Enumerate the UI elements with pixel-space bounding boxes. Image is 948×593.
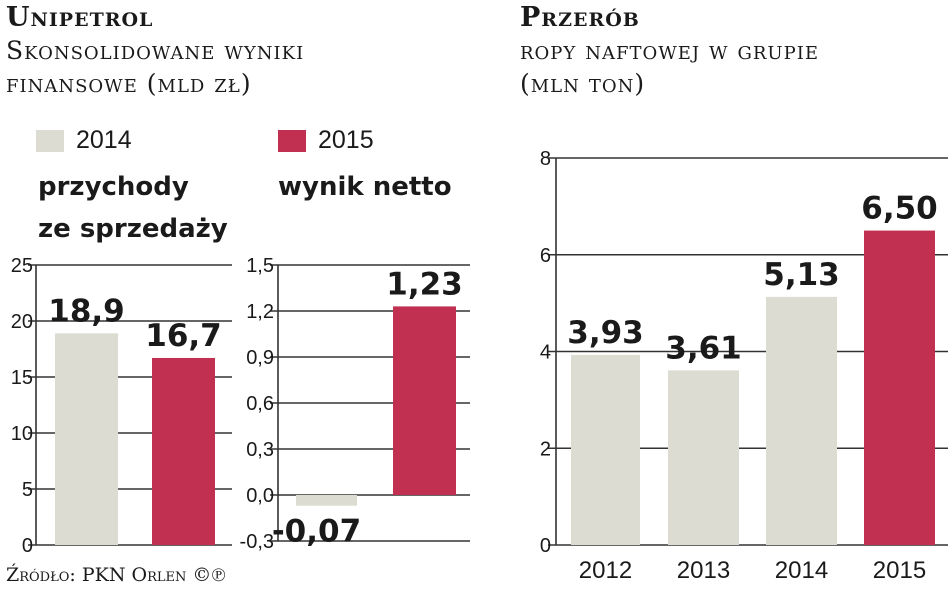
data-label-crude-processing-2014: 5,13 — [763, 257, 840, 293]
subtitle-left-line2: finansowe (mld zł) — [6, 69, 252, 98]
bar-crude-processing-2012 — [571, 354, 640, 545]
data-label-revenue-2014: 18,9 — [48, 293, 125, 329]
panel-title-net-result: wynik netto — [278, 172, 452, 202]
y-tick-label-crude-processing: 4 — [540, 342, 551, 364]
y-tick-label-net-result: 0,9 — [246, 347, 274, 369]
legend-item-2014: 2014 — [36, 126, 132, 155]
y-tick-label-net-result: 0,3 — [246, 439, 274, 461]
y-tick-label-crude-processing: 8 — [540, 148, 551, 170]
bar-revenue-2014 — [55, 333, 118, 545]
bar-crude-processing-2013 — [668, 370, 739, 545]
subtitle-left-line1: Skonsolidowane wyniki — [6, 36, 305, 65]
bar-revenue-2015 — [152, 357, 215, 545]
data-label-revenue-2015: 16,7 — [145, 318, 222, 354]
chart-title-left: Unipetrol — [6, 2, 154, 33]
y-tick-label-revenue: 0 — [22, 535, 33, 557]
y-tick-label-revenue: 25 — [11, 255, 33, 277]
bar-crude-processing-2015 — [864, 230, 935, 545]
y-tick-label-revenue: 5 — [22, 479, 33, 501]
x-tick-label-2013: 2013 — [677, 557, 730, 584]
legend-swatch-2014 — [36, 129, 64, 152]
data-label-net-result-2014: -0,07 — [272, 514, 361, 550]
chart-subtitle-left: Skonsolidowane wyniki finansowe (mld zł) — [6, 34, 304, 100]
source-note: Źródło: PKN Orlen ©℗ — [6, 564, 226, 586]
y-tick-label-net-result: 1,5 — [246, 255, 274, 277]
bar-net-result-2015 — [393, 306, 456, 495]
y-tick-label-crude-processing: 6 — [540, 245, 551, 267]
y-tick-label-revenue: 10 — [11, 423, 33, 445]
data-label-net-result-2015: 1,23 — [386, 266, 463, 302]
subtitle-right-line1: ropy naftowej w grupie — [520, 36, 819, 65]
x-tick-label-2014: 2014 — [775, 557, 828, 584]
y-tick-label-net-result: -0,3 — [240, 531, 274, 553]
y-tick-label-crude-processing: 0 — [540, 535, 551, 557]
data-label-crude-processing-2015: 6,50 — [861, 191, 938, 227]
chart-subtitle-right: ropy naftowej w grupie (mln ton) — [520, 34, 819, 100]
y-tick-label-crude-processing: 2 — [540, 438, 551, 460]
panel-title-revenue-line1: przychody — [38, 172, 189, 202]
x-tick-label-2015: 2015 — [873, 557, 926, 584]
y-tick-label-revenue: 15 — [11, 367, 33, 389]
data-label-crude-processing-2012: 3,93 — [567, 315, 644, 351]
legend-item-2015: 2015 — [278, 126, 374, 155]
data-label-crude-processing-2013: 3,61 — [665, 330, 742, 366]
y-tick-label-net-result: 1,2 — [246, 301, 274, 323]
x-tick-label-2012: 2012 — [579, 557, 632, 584]
legend-label-2015: 2015 — [318, 126, 374, 154]
y-tick-label-revenue: 20 — [11, 311, 33, 333]
chart-title-right: Przerób — [520, 2, 640, 33]
panel-title-revenue-line2: ze sprzedaży — [38, 214, 228, 244]
subtitle-right-line2: (mln ton) — [520, 69, 646, 98]
legend-label-2014: 2014 — [76, 126, 132, 154]
legend-swatch-2015 — [278, 129, 306, 152]
y-tick-label-net-result: 0,0 — [246, 485, 274, 507]
y-tick-label-net-result: 0,6 — [246, 393, 274, 415]
bar-crude-processing-2014 — [766, 296, 837, 545]
bar-net-result-2014 — [296, 495, 357, 506]
